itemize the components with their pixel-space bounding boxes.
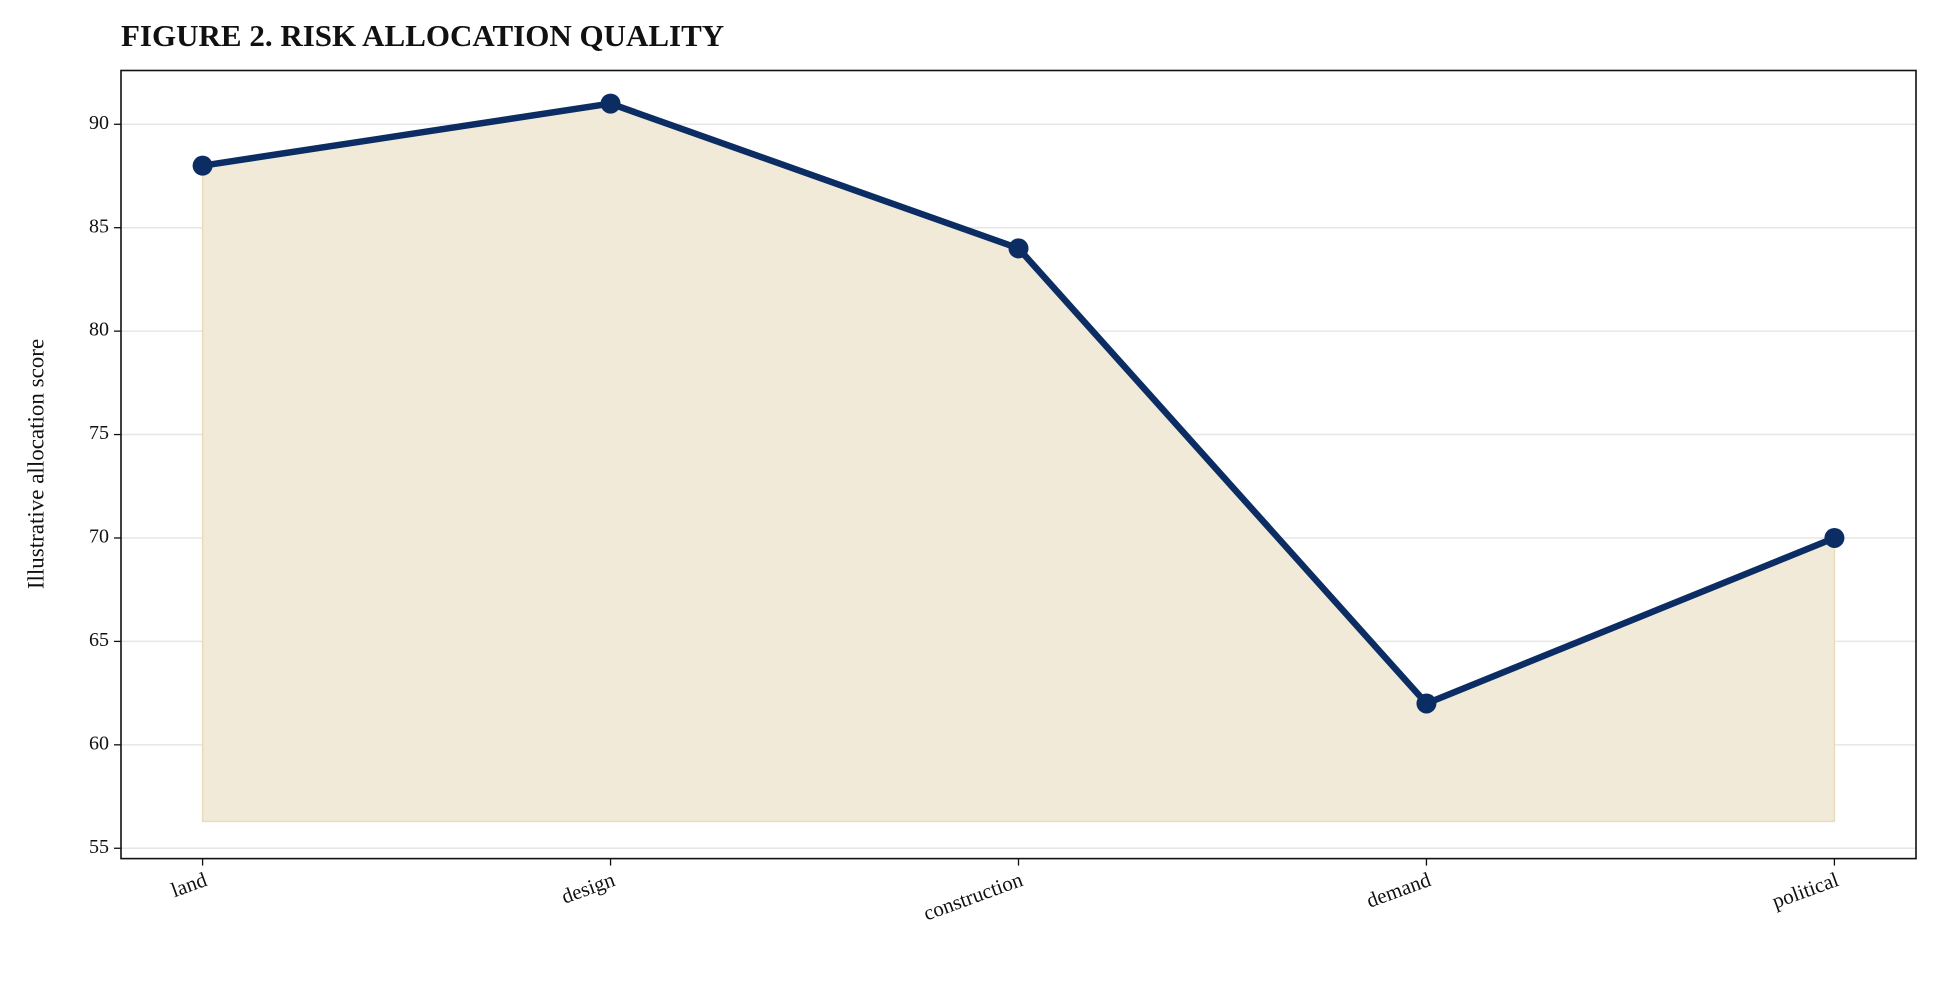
y-tick-label: 85 <box>89 215 109 237</box>
x-tick-label: political <box>1769 867 1842 913</box>
point <box>600 93 621 114</box>
y-axis-label: Illustrative allocation score <box>23 339 48 589</box>
plot-frame <box>120 69 1917 860</box>
y-tick-label: 60 <box>89 732 109 754</box>
y-tick-label: 90 <box>89 112 109 134</box>
area <box>201 102 1836 823</box>
y-tick-label: 65 <box>89 629 109 651</box>
point <box>1824 527 1845 548</box>
x-tick-label: demand <box>1363 867 1434 912</box>
y-tick-label: 70 <box>89 526 109 548</box>
point <box>1416 693 1437 714</box>
point <box>1008 238 1029 259</box>
chart-title: FIGURE 2. RISK ALLOCATION QUALITY <box>121 18 724 53</box>
y-tick-label: 75 <box>89 422 109 444</box>
y-tick-label: 55 <box>89 836 109 858</box>
x-tick-label: construction <box>920 867 1026 925</box>
x-tick-label: land <box>168 867 211 902</box>
point <box>192 155 213 176</box>
x-tick-label: design <box>558 867 618 908</box>
y-tick-label: 80 <box>89 319 109 341</box>
